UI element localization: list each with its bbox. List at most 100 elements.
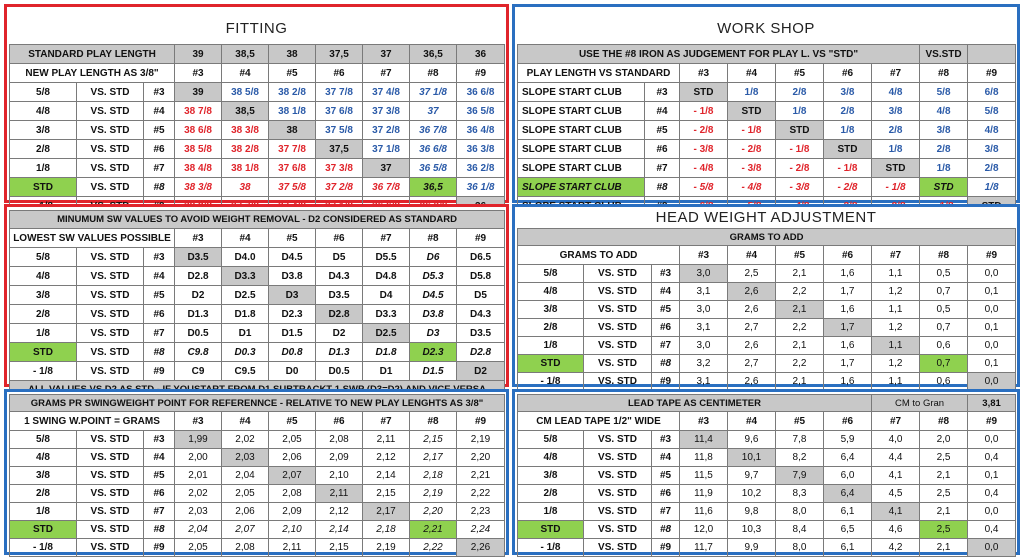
- row-label: 3/8: [9, 285, 77, 305]
- row-club: #7: [644, 158, 680, 178]
- value-cell: 2,20: [409, 502, 457, 521]
- value-cell: D4.0: [221, 247, 269, 267]
- value-cell: 5,9: [822, 430, 873, 449]
- table-row: - 1/8 VS. STD #9 3,1 2,6 2,1 1,6 1,1 0,6 0,0: [517, 372, 1017, 391]
- row-vs-label: VS. STD: [583, 484, 652, 503]
- row-vs-label: VS. STD: [583, 318, 652, 337]
- value-cell: D3.8: [268, 266, 316, 286]
- value-cell: 10,1: [727, 448, 776, 467]
- row-club: #7: [143, 323, 175, 343]
- value-cell: D2.3: [409, 342, 457, 362]
- minimum-sw-banner: MINUMUM SW VALUES TO AVOID WEIGHT REMOVA…: [8, 210, 506, 229]
- fitting-title: FITTING: [225, 20, 288, 37]
- row-label: 1/8: [9, 323, 77, 343]
- row-club: #3: [644, 82, 680, 102]
- value-cell: C9.8: [174, 342, 222, 362]
- value-cell: 36 6/8: [409, 139, 458, 159]
- row-vs-label: VS. STD: [583, 538, 652, 557]
- value-cell: 3,1: [679, 282, 728, 301]
- value-cell: STD: [919, 177, 969, 197]
- row-label: SLOPE START CLUB: [517, 139, 645, 159]
- row-vs-label: VS. STD: [76, 502, 144, 521]
- column-header: #3: [679, 245, 728, 265]
- row-club: #8: [651, 354, 680, 373]
- lead-tape-panel: LEAD TAPE AS CENTIMETER CM to Gran 3,81 …: [512, 389, 1020, 557]
- value-cell: 3,2: [679, 354, 728, 373]
- row-club: #6: [143, 484, 175, 503]
- value-cell: 2,07: [221, 520, 269, 539]
- row-club: #4: [143, 266, 175, 286]
- row-label: 5/8: [517, 264, 584, 283]
- value-cell: 0,1: [966, 282, 1017, 301]
- row-club: #6: [651, 318, 680, 337]
- column-header: #7: [870, 63, 921, 83]
- value-cell: - 3/8: [727, 158, 776, 178]
- value-cell: D5: [315, 247, 363, 267]
- table-row: STD VS. STD #8 12,0 10,3 8,4 6,5 4,6 2,5 0,4: [517, 520, 1017, 539]
- value-cell: 0,1: [966, 318, 1017, 337]
- value-cell: D0.8: [268, 342, 316, 362]
- row-label: STD: [9, 177, 77, 197]
- row-club: #3: [651, 430, 680, 449]
- value-cell: 2,2: [775, 282, 824, 301]
- value-cell: 1/8: [967, 177, 1017, 197]
- row-club: #7: [143, 502, 175, 521]
- column-header: #6: [823, 63, 872, 83]
- value-cell: D4: [362, 285, 410, 305]
- value-cell: 10,2: [727, 484, 776, 503]
- column-header: #7: [871, 411, 921, 431]
- value-cell: 2,10: [315, 466, 363, 485]
- row-club: #5: [142, 120, 176, 140]
- row-club: #8: [143, 342, 175, 362]
- table-row: STD VS. STD #8 2,04 2,07 2,10 2,14 2,18 2,21 2,24: [9, 520, 506, 539]
- value-cell: 6/8: [967, 82, 1017, 102]
- row-label: SLOPE START CLUB: [517, 120, 645, 140]
- workshop-title: WORK SHOP: [717, 20, 815, 37]
- value-cell: 2,05: [221, 484, 269, 503]
- value-cell: 38 3/8: [174, 177, 223, 197]
- value-cell: 2,15: [362, 484, 410, 503]
- value-cell: 12,0: [679, 520, 728, 539]
- value-cell: 2/8: [870, 120, 921, 140]
- swing-point-label: 1 SWING W.POINT = GRAMS: [9, 411, 175, 431]
- column-header: #9: [455, 411, 506, 431]
- row-label: 2/8: [517, 484, 584, 503]
- row-label: 3/8: [517, 466, 584, 485]
- value-cell: 9,8: [727, 502, 776, 521]
- value-cell: 2,21: [409, 520, 457, 539]
- value-cell: 3/8: [823, 82, 872, 102]
- row-club: #6: [142, 139, 176, 159]
- row-label: STD: [9, 520, 77, 539]
- column-header: #6: [315, 411, 363, 431]
- row-vs-label: VS. STD: [76, 520, 144, 539]
- column-header: #4: [221, 228, 269, 248]
- row-vs-label: VS. STD: [76, 304, 144, 324]
- table-row: SLOPE START CLUB #3 STD 1/8 2/8 3/8 4/8 5/8 6/8: [517, 82, 1017, 102]
- table-row: 4/8 VS. STD #4 2,00 2,03 2,06 2,09 2,12 2,17 2,20: [9, 448, 506, 467]
- row-label: 1/8: [517, 336, 584, 355]
- value-cell: 3,1: [679, 318, 728, 337]
- value-cell: 2,03: [174, 502, 222, 521]
- value-cell: D4.5: [409, 285, 457, 305]
- table-row: 1/8 VS. STD #7 3,0 2,6 2,1 1,6 1,1 0,6 0,0: [517, 336, 1017, 355]
- value-cell: 2,5: [919, 520, 969, 539]
- row-label: 4/8: [9, 101, 77, 121]
- value-cell: - 4/8: [679, 158, 728, 178]
- value-cell: D1.3: [315, 342, 363, 362]
- table-row: STD VS. STD #8 3,2 2,7 2,2 1,7 1,2 0,7 0,1: [517, 354, 1017, 373]
- value-cell: 37 7/8: [315, 82, 364, 102]
- value-cell: 2,22: [455, 484, 506, 503]
- row-club: #5: [143, 285, 175, 305]
- row-label: 5/8: [9, 247, 77, 267]
- value-cell: 0,0: [966, 372, 1017, 391]
- row-label: - 1/8: [517, 538, 584, 557]
- table-row: 5/8 VS. STD #3 39 38 5/8 38 2/8 37 7/8 37 4/8 37…: [9, 82, 506, 102]
- value-cell: D2.8: [315, 304, 363, 324]
- value-cell: 37 6/8: [268, 158, 317, 178]
- value-cell: D2: [455, 361, 506, 381]
- value-cell: 38 6/8: [174, 120, 223, 140]
- value-cell: 11,6: [679, 502, 728, 521]
- value-cell: 0,0: [967, 538, 1017, 557]
- value-cell: 2,20: [455, 448, 506, 467]
- value-cell: D5.8: [455, 266, 506, 286]
